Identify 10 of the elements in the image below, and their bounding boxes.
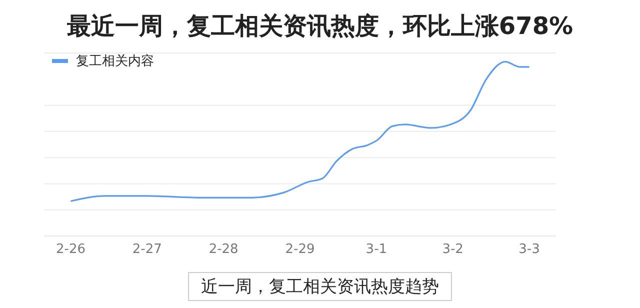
x-tick-label: 3-3 [518, 242, 540, 258]
legend-label: 复工相关内容 [76, 53, 154, 70]
x-tick-label: 2-26 [56, 242, 86, 258]
x-tick-label: 3-2 [442, 242, 464, 258]
x-tick-label: 2-29 [285, 242, 315, 258]
text: 近一周，复工相关资讯热度趋势 [188, 272, 452, 301]
chart-title: 最近一周，复工相关资讯热度，环比上涨678% [66, 11, 574, 42]
x-tick-label: 2-27 [132, 242, 162, 258]
x-tick-label: 3-1 [366, 242, 388, 258]
x-tick-label: 2-28 [208, 242, 238, 258]
